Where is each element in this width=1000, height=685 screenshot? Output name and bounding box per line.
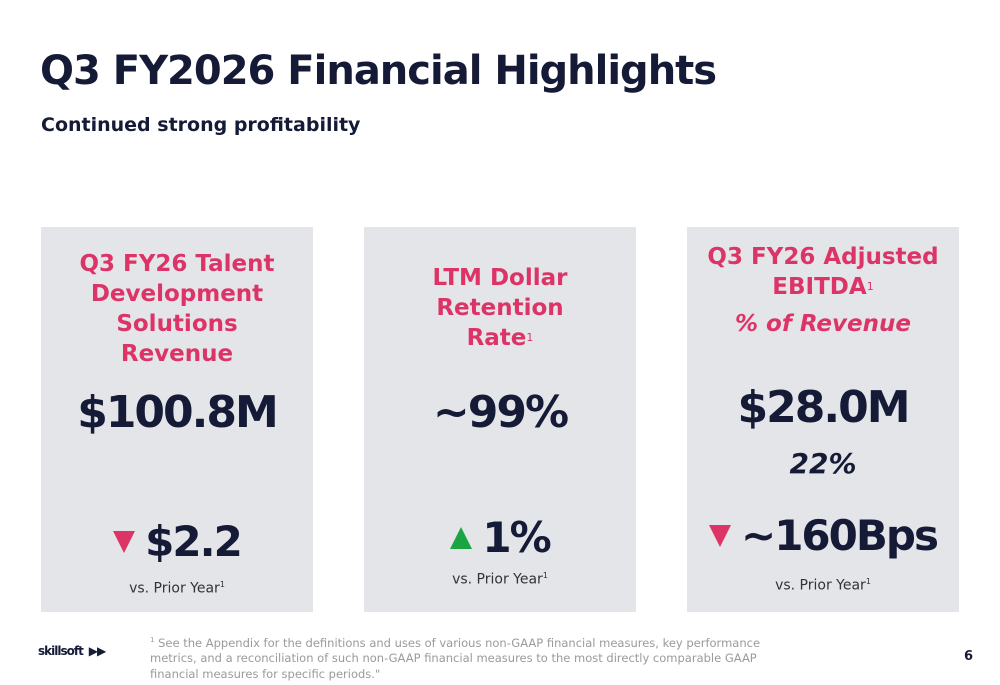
page-subtitle: Continued strong profitability — [41, 114, 361, 136]
card-revenue: Q3 FY26 Talent Development Solutions Rev… — [41, 227, 313, 612]
change-value: $2.2 — [145, 517, 243, 566]
change-value: 1% — [482, 513, 551, 562]
vs-label: vs. Prior Year1 — [129, 580, 225, 597]
vs-label: vs. Prior Year1 — [775, 577, 871, 594]
card-ebitda: Q3 FY26 Adjusted EBITDA1 % of Revenue $2… — [687, 227, 959, 612]
down-triangle-icon — [113, 530, 136, 553]
card-percent: 22% — [789, 447, 857, 480]
footnote: 1 See the Appendix for the definitions a… — [150, 635, 761, 681]
change-row: 1% — [364, 513, 636, 562]
change-row: $2.2 — [41, 517, 313, 566]
change-row: ~160Bps — [687, 511, 959, 560]
page-title: Q3 FY2026 Financial Highlights — [40, 48, 717, 94]
card-value: $28.0M — [737, 382, 911, 433]
up-triangle-icon — [450, 526, 473, 549]
card-value: $100.8M — [77, 387, 279, 438]
card-title: Q3 FY26 Adjusted EBITDA1 — [707, 244, 939, 300]
down-triangle-icon — [709, 524, 732, 547]
card-retention: LTM Dollar Retention Rate1 ~99% 1% vs. P… — [364, 227, 636, 612]
logo-arrows-icon: ▶▶ — [88, 644, 106, 658]
card-title: Q3 FY26 Talent Development Solutions Rev… — [79, 251, 275, 367]
card-title: LTM Dollar Retention Rate1 — [432, 265, 568, 351]
page-number: 6 — [964, 649, 974, 664]
skillsoft-logo: skillsoft ▶▶ — [38, 644, 106, 658]
card-subtitle: % of Revenue — [735, 311, 911, 337]
card-value: ~99% — [432, 387, 569, 438]
change-value: ~160Bps — [741, 511, 939, 560]
vs-label: vs. Prior Year1 — [452, 571, 548, 588]
